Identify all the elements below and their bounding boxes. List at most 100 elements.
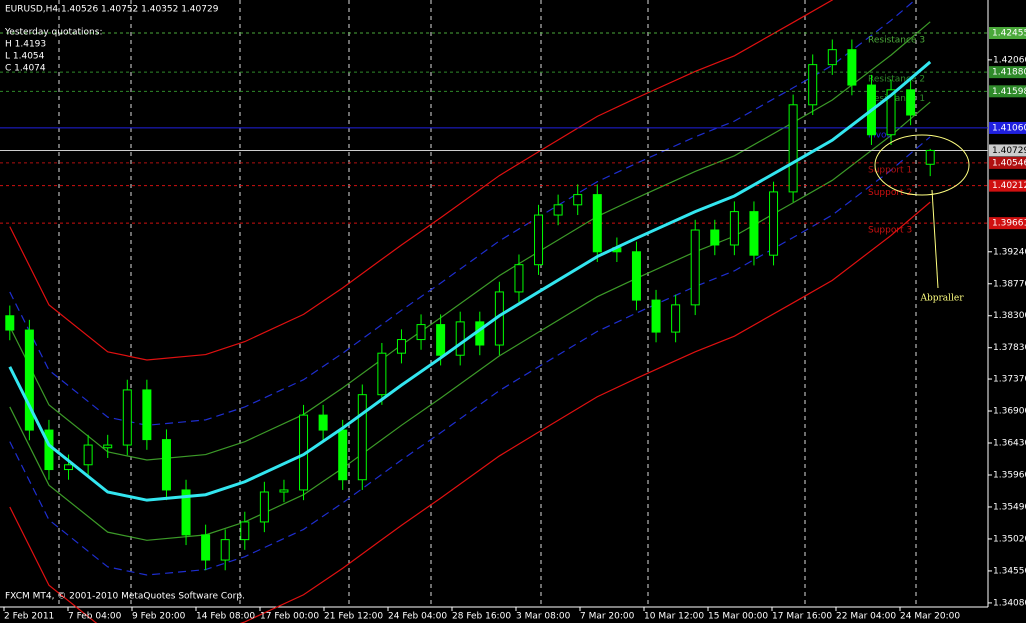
candle-body	[514, 264, 524, 293]
x-tick-label: 22 Mar 04:00	[836, 612, 896, 622]
envelope	[9, 136, 931, 576]
candle-body	[827, 49, 837, 66]
level-name: Support 2	[868, 188, 912, 198]
level-price: 1.40729	[992, 146, 1026, 156]
x-tick-label: 7 Feb 04:00	[68, 612, 122, 622]
level-price: 1.41598	[992, 87, 1026, 97]
candle-body	[357, 394, 367, 481]
candle-body	[377, 352, 387, 396]
candle-body	[64, 464, 74, 471]
x-tick-label: 28 Feb 16:00	[452, 612, 511, 622]
x-tick-label: 15 Mar 00:00	[708, 612, 768, 622]
level-price: 1.41880	[992, 68, 1026, 78]
candle-body	[690, 229, 700, 306]
candle-body	[181, 489, 191, 536]
info-line: C 1.4074	[5, 64, 46, 74]
candle-body	[749, 211, 759, 256]
level-name: Support 3	[868, 226, 912, 236]
level-box	[989, 27, 1026, 40]
candle-body	[906, 89, 916, 116]
candle-body	[416, 324, 426, 341]
y-tick-label: 1.39240	[993, 247, 1026, 257]
candle-body	[436, 324, 446, 356]
candle-body	[318, 414, 328, 431]
info-line: Yesterday quotations:	[4, 28, 102, 38]
level-price: 1.40212	[992, 181, 1026, 191]
envelope	[9, 101, 931, 541]
candle-body	[396, 339, 406, 354]
x-tick-label: 21 Feb 12:00	[324, 612, 383, 622]
highlight-ellipse	[874, 134, 970, 196]
candle-body	[24, 329, 34, 431]
candle-body	[710, 229, 720, 246]
x-tick-label: 17 Feb 00:00	[260, 612, 319, 622]
annotation-line	[931, 189, 939, 289]
level-box	[989, 66, 1026, 79]
candle-body	[240, 521, 250, 541]
candle-body	[808, 64, 818, 106]
y-tick-label: 1.42060	[993, 55, 1026, 65]
info-line: H 1.4193	[5, 40, 46, 50]
y-tick-label: 1.34550	[993, 566, 1026, 576]
level-box	[989, 217, 1026, 230]
candle-body	[769, 191, 779, 256]
x-tick-label: 24 Mar 20:00	[900, 612, 960, 622]
moving-average	[8, 60, 932, 502]
candle-body	[847, 49, 857, 86]
candle-body	[220, 539, 230, 561]
candle-body	[925, 149, 935, 165]
envelope	[9, 0, 916, 426]
candle-body	[631, 251, 641, 301]
level-price: 1.40546	[992, 158, 1026, 168]
candle-body	[788, 104, 798, 193]
candle-body	[592, 194, 602, 253]
x-tick-label: 10 Mar 12:00	[644, 612, 704, 622]
y-tick-label: 1.36900	[993, 407, 1026, 417]
candle-body	[44, 429, 54, 471]
y-tick-label: 1.38300	[993, 311, 1026, 321]
candle-body	[886, 89, 896, 136]
level-name: Resistance 2	[868, 75, 925, 85]
level-price: 1.39661	[992, 219, 1026, 229]
y-tick-label: 1.35020	[993, 534, 1026, 544]
level-box	[989, 144, 1026, 157]
candle-body	[201, 534, 211, 561]
candle-body	[729, 211, 739, 246]
footer: FXCM MT4, © 2001-2010 MetaQuotes Softwar…	[5, 592, 245, 602]
x-tick-label: 24 Feb 04:00	[388, 612, 447, 622]
level-name: Pivot	[868, 130, 891, 140]
candle-body	[83, 444, 93, 466]
level-price: 1.42455	[992, 29, 1026, 39]
chart-title: EURUSD,H4 1.40526 1.40752 1.40352 1.4072…	[5, 5, 219, 15]
candle-body	[122, 389, 132, 446]
level-name: Support 1	[868, 165, 912, 175]
y-tick-label: 1.37370	[993, 375, 1026, 385]
x-tick-label: 14 Feb 08:00	[196, 612, 255, 622]
candle-body	[651, 299, 661, 333]
level-box	[989, 179, 1026, 192]
info-line: L 1.4054	[5, 52, 45, 62]
envelope	[9, 0, 834, 361]
candle-body	[455, 321, 465, 356]
level-price: 1.41060	[992, 123, 1026, 133]
x-tick-label: 2 Feb 2011	[4, 612, 54, 622]
y-tick-label: 1.37830	[993, 343, 1026, 353]
candle-body	[534, 214, 544, 266]
x-tick-label: 3 Mar 08:00	[516, 612, 571, 622]
y-tick-label: 1.36430	[993, 439, 1026, 449]
level-name: Resistance 3	[868, 36, 925, 46]
candle-body	[161, 439, 171, 491]
x-tick-label: 9 Feb 20:00	[132, 612, 186, 622]
candle-body	[671, 304, 681, 333]
candle-body	[142, 389, 152, 441]
candle-body	[573, 194, 583, 206]
y-tick-label: 1.35960	[993, 470, 1026, 480]
candle-body	[338, 429, 348, 481]
y-tick-label: 1.35490	[993, 502, 1026, 512]
level-box	[989, 121, 1026, 134]
level-name: Resistance 1	[868, 94, 925, 104]
candle-body	[279, 489, 289, 493]
